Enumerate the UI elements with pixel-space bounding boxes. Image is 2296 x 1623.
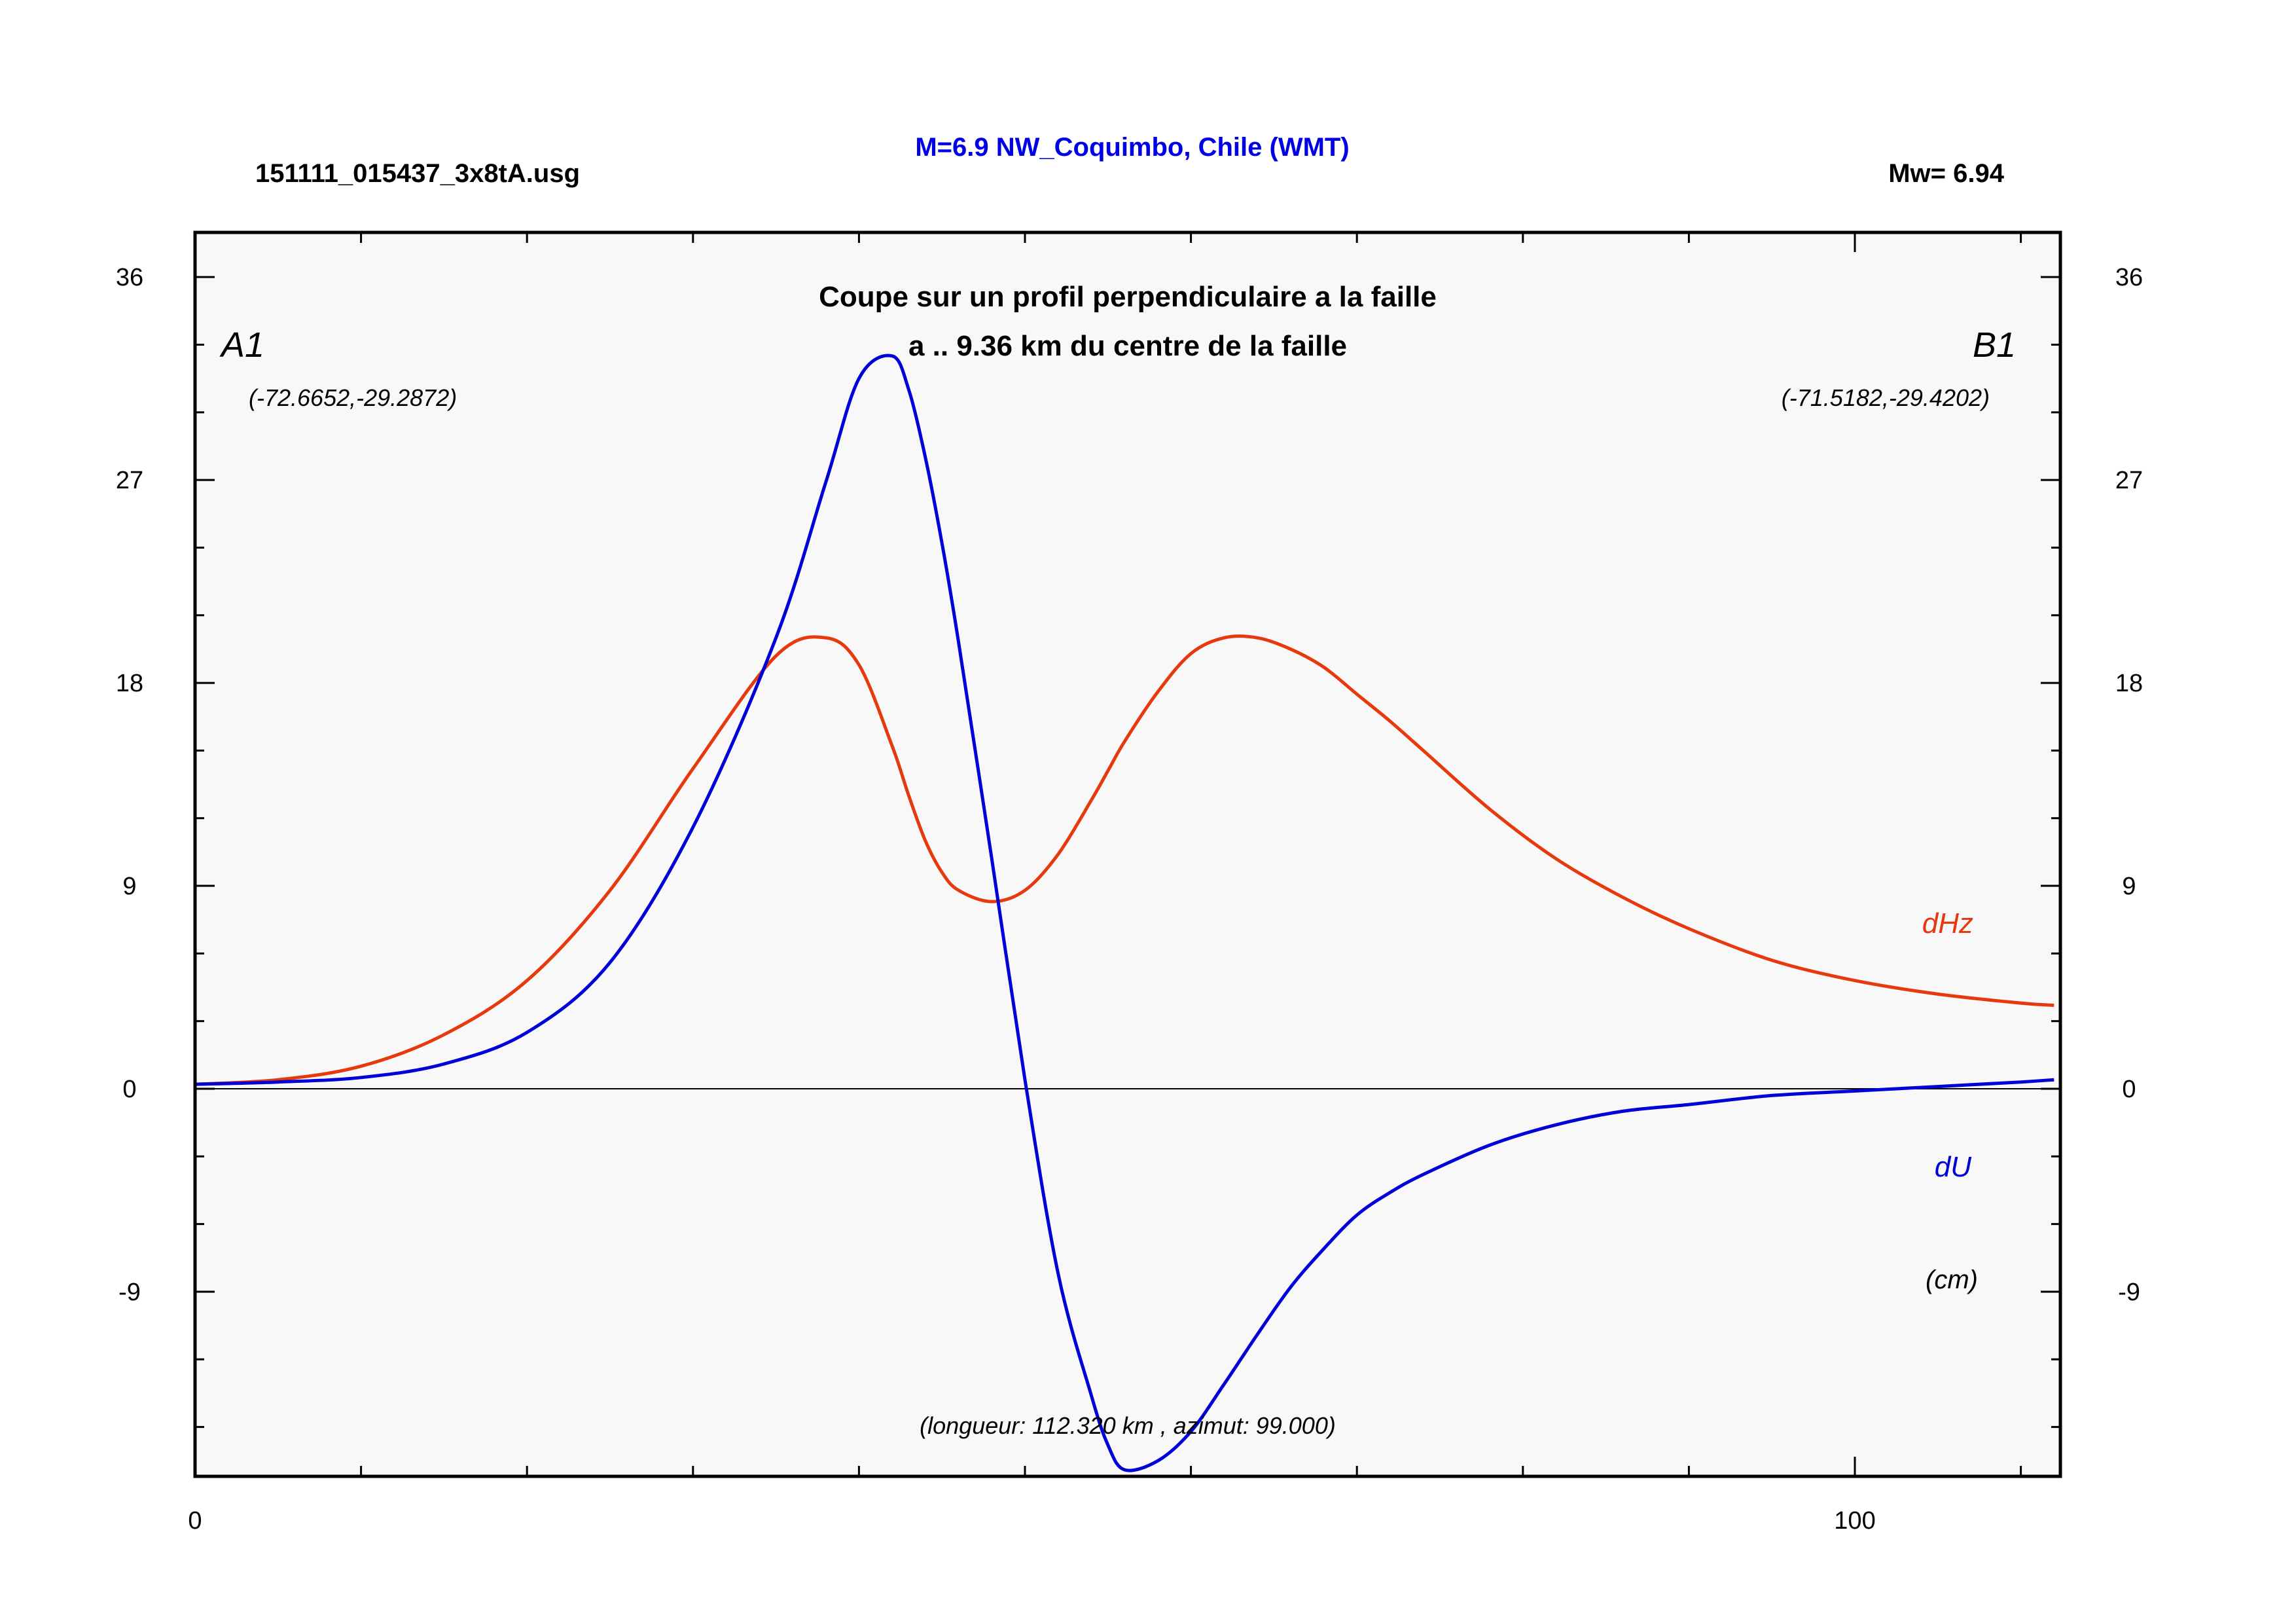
du-series-line (194, 354, 2054, 1472)
plot-frame (193, 230, 2062, 1478)
dhz-series-label: dHz (1922, 907, 1973, 939)
y-tick-label-left: 9 (122, 873, 136, 900)
axis-ticks: 0 100 36 36 27 27 18 18 9 9 0 0 -9 -9 (116, 232, 2143, 1535)
magnitude-label: Mw= 6.94 (1888, 159, 2005, 188)
chart-title: Coupe sur un profil perpendiculaire a la… (819, 281, 1437, 313)
x-tick-label: 100 (1834, 1507, 1875, 1535)
y-tick-label-left: 0 (122, 1076, 136, 1103)
point-a-label: A1 (219, 325, 264, 365)
point-a-coords: (-72.6652,-29.2872) (249, 384, 457, 411)
y-tick-label-left: -9 (118, 1279, 141, 1306)
y-tick-label-right: 18 (2115, 670, 2143, 697)
du-series-label: dU (1935, 1151, 1971, 1183)
y-tick-label-right: -9 (2118, 1279, 2140, 1306)
point-b-coords: (-71.5182,-29.4202) (1782, 384, 1990, 411)
y-tick-label-left: 36 (116, 264, 143, 291)
x-tick-label: 0 (188, 1507, 202, 1535)
plot-area (195, 232, 2060, 1476)
y-tick-label-right: 36 (2115, 264, 2143, 291)
units-label: (cm) (1926, 1266, 1978, 1294)
dhz-series-line (194, 634, 2054, 1086)
chart-subtitle: a .. 9.36 km du centre de la faille (908, 330, 1347, 362)
y-tick-label-left: 18 (116, 670, 143, 697)
point-b-label: B1 (1973, 325, 2016, 365)
file-name-label: 151111_015437_3x8tA.usg (255, 159, 580, 188)
y-tick-label-right: 9 (2122, 873, 2136, 900)
y-tick-label-left: 27 (116, 467, 143, 494)
profile-footnote: (longueur: 112.320 km , azimut: 99.000) (920, 1412, 1336, 1439)
chart-header-title: M=6.9 NW_Coquimbo, Chile (WMT) (915, 133, 1349, 162)
y-tick-label-right: 27 (2115, 467, 2143, 494)
y-tick-label-right: 0 (2122, 1076, 2136, 1103)
